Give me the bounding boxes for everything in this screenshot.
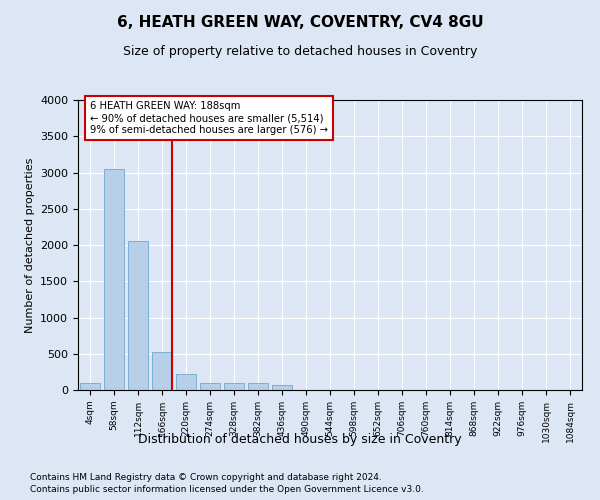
- Bar: [104, 169, 124, 390]
- Bar: [224, 384, 244, 390]
- Text: Contains HM Land Registry data © Crown copyright and database right 2024.: Contains HM Land Registry data © Crown c…: [30, 472, 382, 482]
- Bar: [128, 242, 148, 390]
- Text: Size of property relative to detached houses in Coventry: Size of property relative to detached ho…: [123, 45, 477, 58]
- Bar: [200, 384, 220, 390]
- Bar: [80, 383, 100, 390]
- Bar: [272, 385, 292, 390]
- Text: Contains public sector information licensed under the Open Government Licence v3: Contains public sector information licen…: [30, 485, 424, 494]
- Text: 6, HEATH GREEN WAY, COVENTRY, CV4 8GU: 6, HEATH GREEN WAY, COVENTRY, CV4 8GU: [116, 15, 484, 30]
- Text: 6 HEATH GREEN WAY: 188sqm
← 90% of detached houses are smaller (5,514)
9% of sem: 6 HEATH GREEN WAY: 188sqm ← 90% of detac…: [90, 102, 328, 134]
- Bar: [152, 352, 172, 390]
- Text: Distribution of detached houses by size in Coventry: Distribution of detached houses by size …: [138, 432, 462, 446]
- Y-axis label: Number of detached properties: Number of detached properties: [25, 158, 35, 332]
- Bar: [248, 384, 268, 390]
- Bar: [176, 374, 196, 390]
